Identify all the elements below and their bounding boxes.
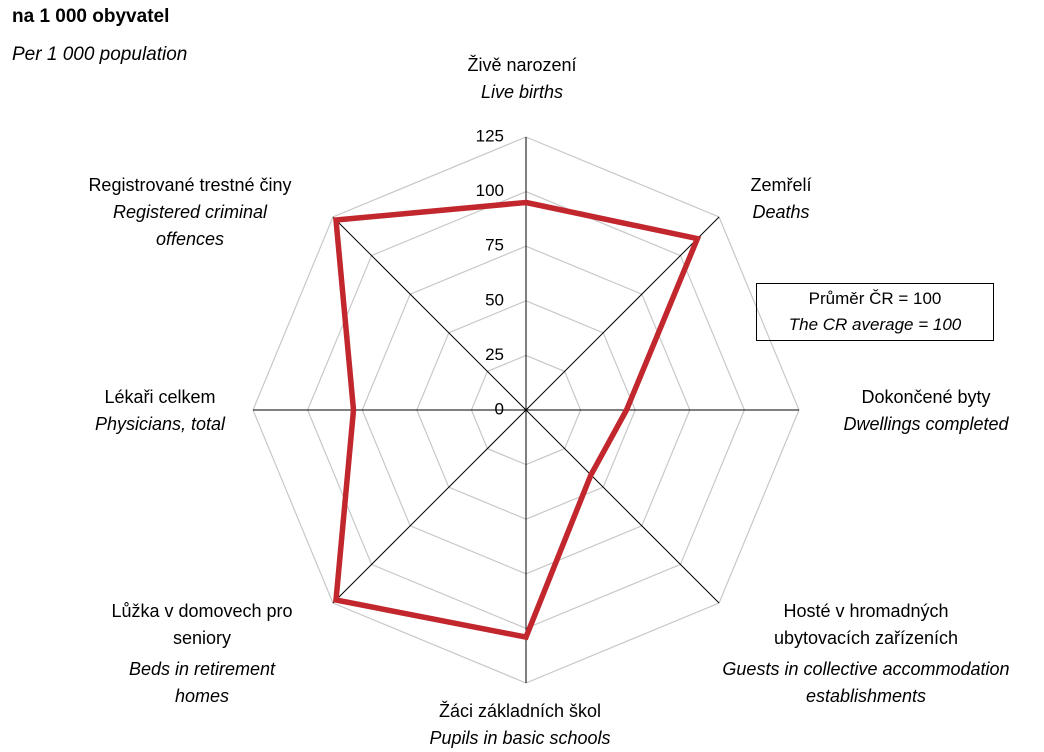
annotation-box: Průměr ČR = 100 The CR average = 100: [756, 283, 994, 341]
axis-line: [525, 409, 720, 604]
axis-line: [332, 409, 527, 604]
category-label: Zemřelí: [750, 175, 812, 195]
annotation-en: The CR average = 100: [788, 315, 962, 334]
chart-subtitle: Per 1 000 population: [12, 44, 188, 65]
category-label-en: Registered criminal offences: [112, 202, 268, 249]
chart-title: na 1 000 obyvatel: [12, 6, 170, 27]
category-label-en: Guests in collective accommodation estab…: [722, 659, 1010, 706]
category-label: Lékaři celkem: [104, 387, 216, 407]
tick-label: 100: [476, 181, 504, 200]
category-label: Žáci základních škol: [438, 701, 602, 721]
category-label-en: Physicians, total: [94, 414, 226, 434]
category-label-en: Pupils in basic schools: [429, 728, 611, 748]
category-label-en: Live births: [480, 82, 564, 102]
annotation: Průměr ČR = 100: [808, 289, 942, 308]
category-label: Lůžka v domovech pro seniory: [111, 601, 293, 648]
category-label: Živě narození: [467, 55, 577, 75]
tick-label: 50: [485, 290, 504, 309]
axis-line: [525, 216, 720, 411]
category-label: Dokončené byty: [861, 387, 991, 407]
category-label: Hosté v hromadných ubytovacích zařízeníc…: [773, 601, 959, 648]
axis-line: [332, 216, 527, 411]
tick-label: 0: [495, 399, 504, 418]
category-label: Registrované trestné činy: [88, 175, 292, 195]
tick-label: 125: [476, 126, 504, 145]
series-line: [333, 199, 702, 641]
category-label-en: Dwellings completed: [843, 414, 1009, 434]
category-label-en: Deaths: [752, 202, 810, 222]
tick-label: 75: [485, 236, 504, 255]
category-label-en: Beds in retirement homes: [128, 659, 276, 706]
tick-label: 25: [485, 345, 504, 364]
